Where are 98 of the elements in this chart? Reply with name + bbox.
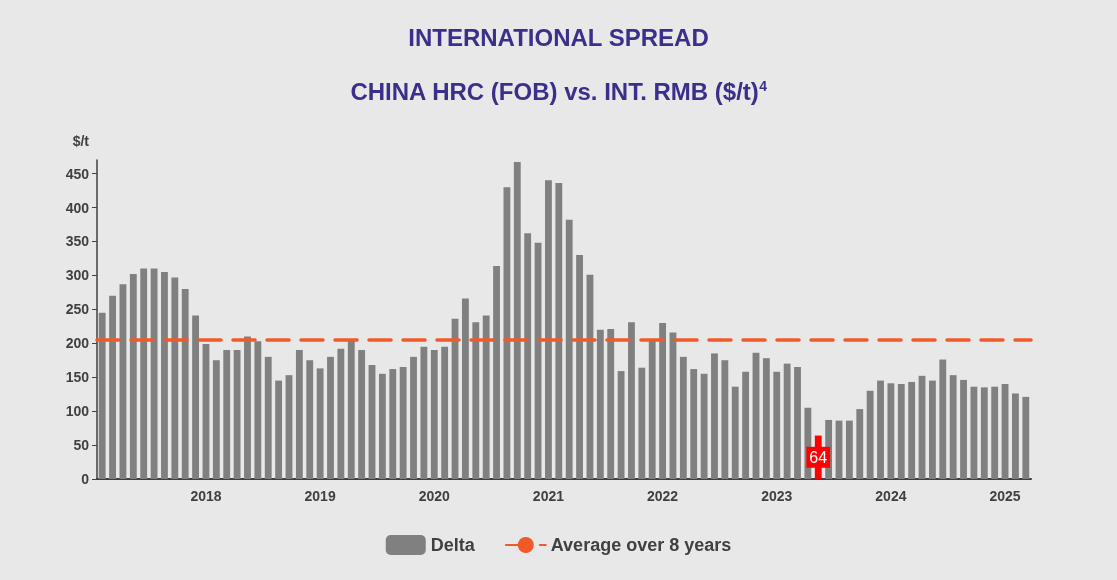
data-label: 64 [809,448,828,466]
bar [908,381,916,479]
bar [545,180,552,479]
bar [181,288,189,479]
y-tick-label: 250 [65,301,90,318]
bar [970,386,978,479]
bar [731,386,739,479]
legend-label: Average over 8 years [550,535,732,555]
bar [721,360,729,479]
bar [711,353,718,479]
bar [472,322,480,479]
bar [337,348,345,479]
bar [430,350,438,479]
bar [762,358,770,479]
y-axis-title: $/t [72,133,90,149]
y-tick-label: 50 [73,437,90,454]
y-tick-label: 150 [65,369,90,386]
bar [628,322,635,479]
bar [109,295,116,479]
bar [1012,393,1019,479]
bar [690,369,698,479]
bar [866,390,874,479]
bar [503,187,511,479]
y-tick-label: 300 [65,267,90,284]
bar [794,367,801,479]
bar [638,367,646,479]
x-tick-label: 2025 [989,488,1021,504]
bar [192,315,200,479]
bar [327,356,334,479]
bar [493,265,500,479]
bar [897,383,905,479]
bar [244,336,251,479]
bar [648,339,656,479]
y-tick-label: 0 [81,471,90,487]
y-tick-label: 450 [65,165,90,182]
x-tick-label: 2019 [304,488,336,504]
legend-label: Delta [430,535,476,555]
bar [949,375,957,479]
bar [264,356,272,479]
chart-title: INTERNATIONAL SPREAD [408,23,709,51]
bar [212,360,220,479]
bar [98,312,106,479]
bar [555,183,563,479]
bar [659,322,667,479]
bar [482,315,490,479]
bar [461,298,469,479]
bar [513,162,521,479]
bar [783,363,791,479]
y-tick-label: 100 [65,403,90,420]
bar [275,380,283,479]
y-tick-label: 200 [65,335,90,352]
bar [887,383,895,479]
bar [679,356,687,479]
bar [742,371,750,479]
bar [316,368,324,479]
bar [441,346,449,479]
bar [856,409,864,479]
bar [223,350,231,479]
bar [700,373,708,479]
bar [928,380,936,479]
bar [378,373,386,479]
bar [306,360,314,479]
bar [420,346,428,479]
bar [939,359,947,479]
x-tick-label: 2024 [875,488,907,504]
bar [410,356,417,479]
bar [347,339,355,479]
bar [991,386,999,479]
bar [960,379,967,479]
x-tick-label: 2020 [418,488,451,504]
bar [1022,396,1030,479]
bar [171,277,179,479]
bar [524,233,532,479]
bar [607,329,615,479]
x-tick-label: 2021 [532,488,565,504]
bar [565,219,573,479]
bar [399,367,407,479]
x-tick-label: 2022 [647,488,679,504]
bar [773,371,781,479]
bar [129,274,137,479]
bar [254,341,262,479]
bar [877,380,884,479]
y-tick-label: 350 [65,233,90,250]
x-tick-label: 2023 [761,488,793,504]
bar [295,350,303,479]
bar [596,329,604,479]
bar [161,271,168,479]
bar [389,369,397,479]
bar [845,420,853,479]
bar [358,350,366,479]
bar [150,268,158,479]
bar [576,255,583,479]
bar [233,350,241,479]
bar [140,268,148,479]
y-tick-label: 400 [65,199,90,216]
x-tick-label: 2018 [190,488,222,504]
bar [980,387,988,479]
bar [617,371,625,479]
